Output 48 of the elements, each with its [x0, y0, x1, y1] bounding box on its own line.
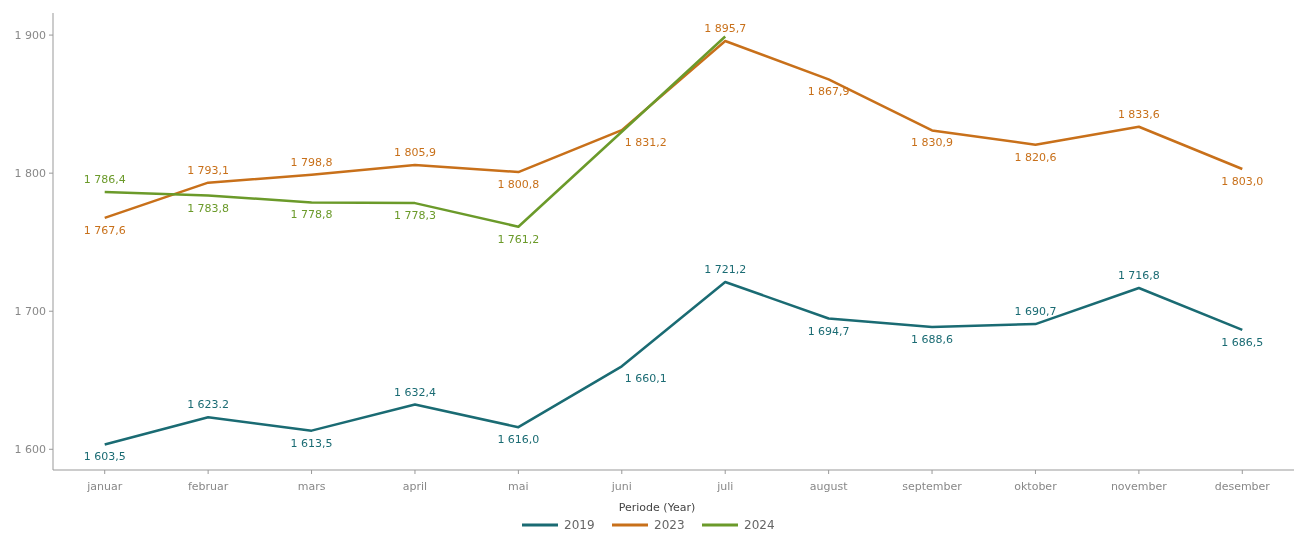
data-label: 1 632,4 — [393, 385, 436, 399]
y-tick-label: 1 800 — [14, 167, 46, 181]
data-label: 1 778,8 — [290, 208, 333, 222]
legend-label: 2024 — [744, 518, 775, 533]
data-label: 1 895,7 — [704, 22, 747, 36]
data-label: 1 820,6 — [1014, 150, 1057, 164]
data-label: 1 803,0 — [1221, 175, 1264, 189]
x-tick-label: august — [809, 480, 849, 493]
data-label: 1 831,2 — [624, 136, 667, 150]
x-tick-label: november — [1110, 480, 1168, 493]
data-label: 1 778,3 — [393, 209, 436, 223]
x-tick-label: februar — [187, 480, 229, 493]
data-label: 1 690,7 — [1014, 305, 1057, 319]
data-label: 1 798,8 — [290, 155, 333, 169]
y-tick-label: 1 700 — [14, 305, 46, 319]
data-label: 1 688,6 — [911, 332, 954, 346]
data-label: 1 800,8 — [497, 178, 540, 192]
x-tick-label: mai — [508, 480, 529, 493]
data-label: 1 833,6 — [1117, 107, 1160, 121]
data-label: 1 694,7 — [807, 324, 850, 338]
x-tick-label: juli — [716, 480, 734, 493]
data-label: 1 805,9 — [393, 146, 436, 160]
legend-label: 2019 — [564, 518, 595, 533]
data-label: 1 603,5 — [83, 450, 126, 464]
data-label: 1 793,1 — [187, 163, 230, 177]
data-label: 1 616,0 — [497, 433, 540, 447]
legend-title: Periode (Year) — [618, 501, 696, 514]
data-label: 1 767,6 — [83, 223, 126, 237]
x-tick-label: september — [902, 480, 963, 493]
data-label: 1 660,1 — [624, 372, 667, 386]
data-label: 1 613,5 — [290, 436, 333, 450]
data-label: 1 783,8 — [187, 201, 230, 215]
y-tick-label: 1 600 — [14, 443, 46, 457]
x-tick-label: juni — [610, 480, 632, 493]
x-tick-label: april — [402, 480, 428, 493]
data-label: 1 830,9 — [911, 136, 954, 150]
data-label: 1 761,2 — [497, 232, 540, 246]
x-tick-label: desember — [1214, 480, 1271, 493]
x-tick-label: januar — [86, 480, 123, 493]
data-label: 1 721,2 — [704, 262, 747, 276]
y-tick-label: 1 900 — [14, 28, 46, 42]
legend-label: 2023 — [654, 518, 685, 533]
data-label: 1 686,5 — [1221, 335, 1264, 349]
data-label: 1 623.2 — [187, 398, 230, 412]
data-label: 1 786,4 — [83, 172, 126, 186]
x-tick-label: mars — [297, 480, 326, 493]
x-tick-label: oktober — [1014, 480, 1058, 493]
data-label: 1 716,8 — [1117, 269, 1160, 283]
